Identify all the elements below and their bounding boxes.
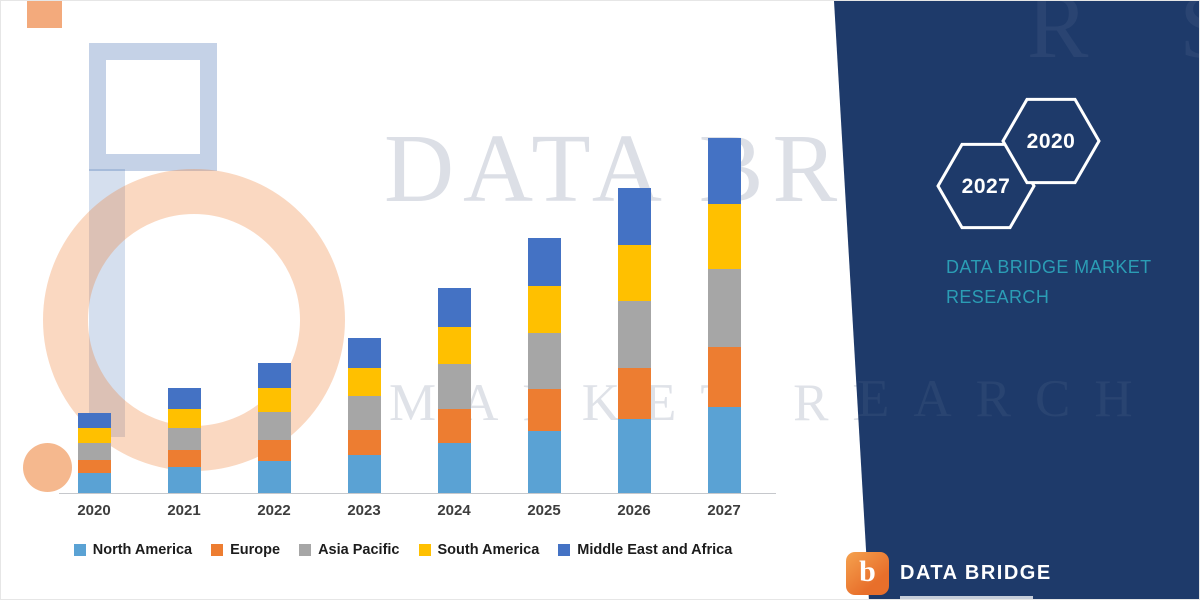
bar-segment-2021: [167, 467, 201, 493]
brand-heading-line1: DATA BRIDGE MARKET: [946, 257, 1152, 277]
bar-segment-2020: [77, 443, 111, 460]
bar-segment-2025: [527, 333, 561, 389]
legend: North America Europe Asia Pacific South Ame…: [27, 542, 779, 558]
bar-2024: [437, 288, 471, 493]
bar-segment-2024: [437, 327, 471, 364]
bar-segment-2021: [167, 388, 201, 409]
x-axis-label: 2020: [77, 502, 111, 519]
bar-segment-2027: [707, 407, 741, 493]
hexagon-badges: 2027 2020: [936, 97, 1101, 230]
bar-segment-2027: [707, 204, 741, 269]
legend-label: South America: [437, 542, 540, 558]
bar-segment-2025: [527, 238, 561, 286]
legend-swatch: [211, 544, 224, 556]
footer-logo: b DATA BRIDGE: [846, 552, 1052, 595]
watermark-logo-frame: [89, 43, 217, 171]
watermark-logo-dot: [23, 443, 72, 492]
bar-segment-2020: [77, 473, 111, 493]
x-axis-label: 2023: [347, 502, 381, 519]
footer-logo-text: DATA BRIDGE: [900, 562, 1052, 584]
legend-swatch: [73, 544, 86, 556]
legend-swatch: [558, 544, 571, 556]
legend-label: North America: [92, 542, 193, 558]
bar-2023: [347, 338, 381, 493]
bar-segment-2026: [617, 245, 651, 301]
bar-segment-2023: [347, 430, 381, 455]
databridge-logo-icon: b: [846, 552, 889, 595]
bar-segment-2026: [617, 188, 651, 245]
bar-segment-2027: [707, 138, 741, 204]
bar-segment-2022: [257, 440, 291, 461]
legend-label: Asia Pacific: [318, 542, 400, 558]
bar-segment-2024: [437, 364, 471, 409]
bar-segment-2020: [77, 428, 111, 443]
plot-area: [59, 79, 776, 494]
bar-segment-2027: [707, 269, 741, 347]
bar-segment-2021: [167, 409, 201, 428]
x-axis-labels: 2020 2021 2022 2023 2024 2025 2026 2027: [59, 502, 776, 524]
bar-segment-2020: [77, 460, 111, 473]
legend-item: North America: [73, 542, 193, 558]
bar-2026: [617, 188, 651, 493]
bar-segment-2020: [77, 413, 111, 428]
x-axis-label: 2027: [707, 502, 741, 519]
databridge-logo-glyph: b: [859, 554, 876, 588]
bar-segment-2024: [437, 409, 471, 443]
bar-segment-2026: [617, 419, 651, 493]
bar-2027: [707, 138, 741, 493]
bar-2021: [167, 388, 201, 493]
bar-segment-2026: [617, 368, 651, 419]
navy-watermark-fragment-top: R S: [1027, 0, 1199, 77]
bar-2020: [77, 413, 111, 493]
legend-item: Asia Pacific: [299, 542, 400, 558]
bar-segment-2023: [347, 455, 381, 493]
hexagon-2027-label: 2027: [962, 175, 1011, 198]
x-axis-label: 2024: [437, 502, 471, 519]
bar-2022: [257, 363, 291, 493]
legend-label: Middle East and Africa: [577, 542, 733, 558]
bar-segment-2024: [437, 443, 471, 493]
bar-segment-2023: [347, 368, 381, 396]
bar-segment-2025: [527, 286, 561, 333]
legend-item: Middle East and Africa: [558, 542, 732, 558]
brand-heading-line2: RESEARCH: [946, 287, 1050, 307]
bar-segment-2025: [527, 431, 561, 493]
brand-heading: DATA BRIDGE MARKET RESEARCH: [946, 252, 1152, 312]
bar-segment-2022: [257, 461, 291, 493]
bar-segment-2024: [437, 288, 471, 327]
bar-segment-2027: [707, 347, 741, 407]
bar-segment-2025: [527, 389, 561, 431]
x-axis-label: 2025: [527, 502, 561, 519]
bar-segment-2023: [347, 338, 381, 368]
bar-segment-2022: [257, 363, 291, 388]
hexagon-2020: [1001, 97, 1101, 185]
legend-label: Europe: [230, 542, 281, 558]
legend-item: Europe: [211, 542, 280, 558]
bar-segment-2023: [347, 396, 381, 430]
legend-swatch: [418, 544, 431, 556]
bar-segment-2026: [617, 301, 651, 368]
legend-item: South America: [418, 542, 540, 558]
x-axis-label: 2021: [167, 502, 201, 519]
bar-segment-2021: [167, 428, 201, 450]
watermark-logo-square: [27, 1, 62, 28]
bar-2025: [527, 238, 561, 493]
bar-segment-2021: [167, 450, 201, 467]
legend-swatch: [299, 544, 312, 556]
x-axis-label: 2022: [257, 502, 291, 519]
hexagon-2020-label: 2020: [1027, 130, 1076, 153]
navy-watermark-fragment-mid: EARCH: [857, 370, 1157, 428]
bar-segment-2022: [257, 412, 291, 440]
footer-underline: [900, 596, 1033, 599]
bar-segment-2022: [257, 388, 291, 412]
x-axis-label: 2026: [617, 502, 651, 519]
